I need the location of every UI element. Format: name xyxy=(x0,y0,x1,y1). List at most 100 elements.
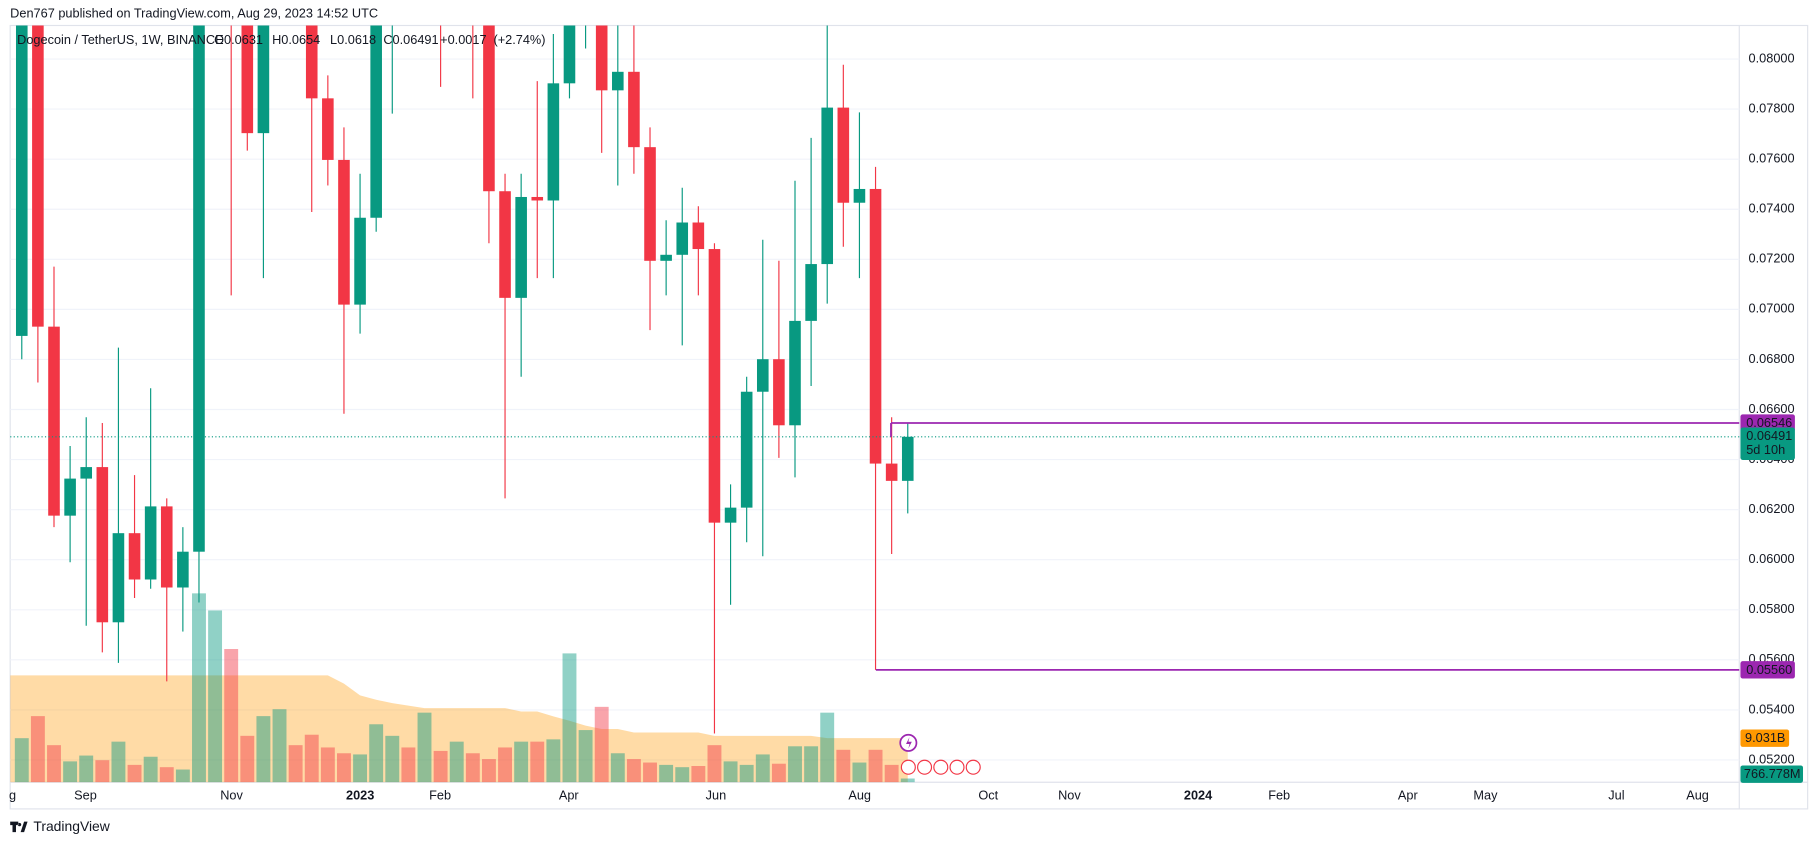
candle-body xyxy=(869,188,882,464)
last-price-label: 0.06491 xyxy=(1746,428,1792,443)
candle-body xyxy=(96,467,109,623)
volume-label-bg xyxy=(1740,765,1804,783)
legend-value: O0.0631 xyxy=(214,32,263,47)
candle-body xyxy=(338,159,350,305)
legend-value: H0.0654 xyxy=(272,32,320,47)
volume-bar xyxy=(369,724,384,783)
volume-label: 766.778M xyxy=(1744,766,1801,781)
volume-bar xyxy=(820,712,835,783)
footer-logo: TradingView xyxy=(10,818,111,834)
volume-bar xyxy=(159,767,174,783)
x-tick-label: Oct xyxy=(978,788,998,803)
volume-bar xyxy=(449,741,464,783)
volume-bar xyxy=(884,764,899,783)
volume-bar xyxy=(95,760,110,783)
volume-bar xyxy=(852,762,867,783)
volume-bar xyxy=(304,734,319,783)
y-tick-label: 0.07600 xyxy=(1749,151,1795,166)
volume-bar xyxy=(836,749,851,783)
candle-body xyxy=(80,467,93,479)
volume-bar xyxy=(127,764,142,783)
volume-bar xyxy=(594,706,609,783)
candle-body xyxy=(821,107,834,265)
candle-body xyxy=(48,326,60,516)
legend-value: C0.06491 xyxy=(383,32,438,47)
level-label: 0.06546 xyxy=(1746,415,1792,430)
candle-body xyxy=(756,359,769,392)
x-tick-label: Feb xyxy=(429,788,451,803)
y-tick-label: 0.06800 xyxy=(1749,351,1795,366)
volume-bar xyxy=(111,741,126,783)
y-tick-label: 0.05400 xyxy=(1749,701,1795,716)
x-tick-label: 2024 xyxy=(1184,788,1213,803)
volume-bar xyxy=(481,759,496,783)
candle-body xyxy=(563,25,576,84)
x-tick-label: Apr xyxy=(559,788,580,803)
volume-bar xyxy=(272,709,287,783)
candle-body xyxy=(193,25,205,552)
volume-ma-area xyxy=(10,675,908,783)
y-tick-label: 0.05200 xyxy=(1749,751,1795,766)
volume-bar xyxy=(337,753,351,783)
volume-bar xyxy=(401,747,416,783)
volume-bar xyxy=(771,763,786,783)
x-tick-label: Aug xyxy=(1686,788,1709,803)
volume-bar xyxy=(175,769,190,783)
candle-body xyxy=(354,217,366,305)
countdown-label: 5d 10h xyxy=(1746,442,1785,457)
candle-body xyxy=(885,463,898,481)
volume-bar xyxy=(433,750,448,783)
volume-bar xyxy=(900,778,915,783)
x-tick-label: Jun xyxy=(706,788,727,803)
overlay: g Sep Nov 2023 Feb Apr Jun Aug Oct Nov 2024 Feb Apr M… xyxy=(9,32,1804,803)
candle-body xyxy=(531,196,544,201)
volume-ma-label: 9.031B xyxy=(1745,730,1785,745)
candle-body xyxy=(837,107,850,203)
x-tick-label: Nov xyxy=(220,788,243,803)
volume-bar xyxy=(691,766,706,783)
candle-body xyxy=(322,98,334,160)
volume-bar xyxy=(659,764,674,783)
x-tick-label: g xyxy=(9,788,16,803)
x-tick-label: Feb xyxy=(1268,788,1290,803)
volume-bar xyxy=(723,761,738,783)
volume-bar xyxy=(224,649,239,783)
candle-body xyxy=(257,25,270,134)
candle-body xyxy=(773,359,785,426)
candle-body xyxy=(144,506,157,580)
legend-symbol: Dogecoin / TetherUS, 1W, BINANCE xyxy=(17,32,223,47)
candle-body xyxy=(708,249,721,523)
level-label: 0.05560 xyxy=(1746,662,1792,677)
level-label-bg xyxy=(1740,661,1795,679)
volume-bar xyxy=(546,739,561,783)
volume-bar xyxy=(578,730,593,783)
candle-body xyxy=(853,188,866,203)
y-tick-label: 0.07800 xyxy=(1749,100,1795,115)
volume-bar xyxy=(788,746,802,783)
candle-body xyxy=(644,147,656,261)
volume-bar xyxy=(739,764,754,783)
volume-bar xyxy=(30,716,45,783)
candle-body xyxy=(32,25,44,327)
x-tick-label: May xyxy=(1473,788,1498,803)
candle-body xyxy=(64,478,76,516)
y-tick-label: 0.05800 xyxy=(1749,601,1795,616)
volume-bar xyxy=(417,712,432,783)
candle-body xyxy=(805,264,817,321)
volume-bar xyxy=(707,745,722,783)
volume-bar xyxy=(79,755,94,783)
candle-body xyxy=(612,71,624,91)
volume-bar xyxy=(675,767,690,783)
grid: 0.052000.054000.056000.058000.060000.062… xyxy=(10,50,1795,766)
candle-body xyxy=(112,533,125,623)
volume-bar xyxy=(755,754,770,783)
candle-body xyxy=(595,25,608,91)
volume-bar xyxy=(14,738,29,783)
candle-body xyxy=(177,551,189,588)
volume-bar xyxy=(514,741,529,783)
volume-bar xyxy=(498,747,512,783)
candle-body xyxy=(483,25,495,192)
candle-body xyxy=(241,25,254,134)
candle-body xyxy=(628,71,640,148)
